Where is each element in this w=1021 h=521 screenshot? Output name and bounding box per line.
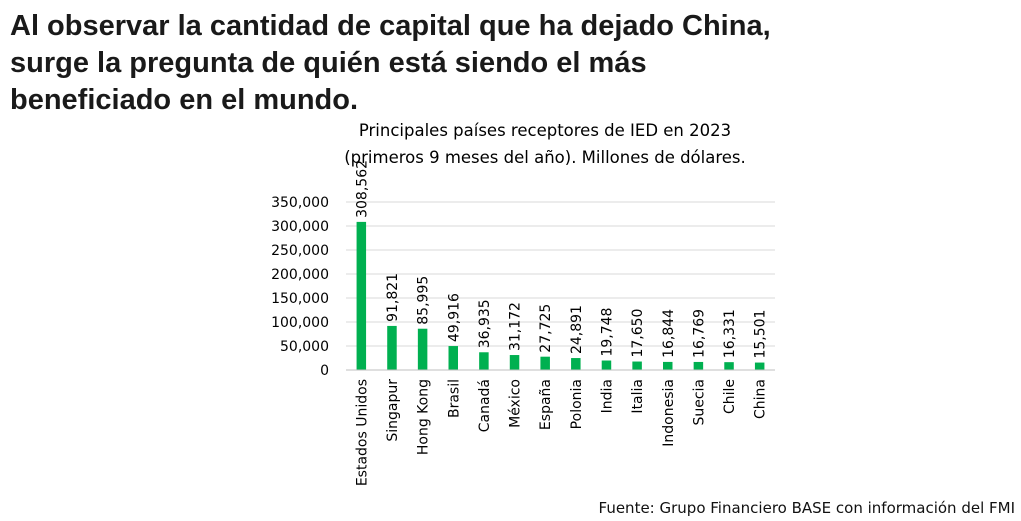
value-labels: 308,562 91,821 85,995 49,916 36,935 31,172 27,… bbox=[354, 160, 768, 359]
y-tick-label: 250,000 bbox=[271, 243, 329, 259]
bars bbox=[356, 221, 765, 370]
category-label: España bbox=[538, 379, 554, 430]
bar bbox=[601, 360, 612, 370]
y-tick-label: 350,000 bbox=[271, 195, 329, 211]
category-label: India bbox=[599, 379, 615, 413]
bar bbox=[571, 358, 581, 370]
category-label: Indonesia bbox=[661, 379, 677, 447]
value-label: 91,821 bbox=[385, 273, 401, 322]
bar bbox=[663, 361, 673, 370]
category-label: China bbox=[753, 379, 769, 419]
source-note: Fuente: Grupo Financiero BASE con inform… bbox=[598, 499, 1015, 517]
bar bbox=[632, 361, 642, 370]
category-label: Singapur bbox=[385, 379, 401, 442]
category-label: Italia bbox=[630, 379, 646, 414]
value-label: 15,501 bbox=[753, 310, 769, 359]
category-label: Chile bbox=[722, 379, 738, 414]
bar bbox=[479, 352, 489, 370]
bar bbox=[754, 362, 765, 370]
y-tick-label: 200,000 bbox=[271, 267, 329, 283]
y-tick-label: 0 bbox=[320, 363, 329, 379]
category-label: Suecia bbox=[691, 379, 707, 426]
value-label: 36,935 bbox=[477, 299, 493, 348]
value-label: 16,331 bbox=[722, 309, 738, 358]
value-label: 27,725 bbox=[538, 304, 554, 353]
y-tick-label: 100,000 bbox=[271, 315, 329, 331]
category-label: Estados Unidos bbox=[354, 379, 370, 486]
bar bbox=[387, 325, 397, 370]
headline-line-3: beneficiado en el mundo. bbox=[10, 84, 359, 116]
bar bbox=[540, 356, 550, 370]
y-tick-label: 50,000 bbox=[280, 339, 329, 355]
value-label: 49,916 bbox=[446, 293, 462, 342]
category-label: México bbox=[508, 379, 524, 428]
headline-line-1: Al observar la cantidad de capital que h… bbox=[10, 10, 771, 42]
headline: Al observar la cantidad de capital que h… bbox=[10, 8, 830, 119]
bar bbox=[448, 346, 458, 370]
value-label: 31,172 bbox=[508, 302, 524, 351]
value-label: 24,891 bbox=[569, 305, 585, 354]
value-label: 19,748 bbox=[599, 308, 615, 357]
y-tick-label: 150,000 bbox=[271, 291, 329, 307]
category-label: Polonia bbox=[569, 379, 585, 429]
bar bbox=[417, 328, 428, 370]
y-axis-ticks: 0 50,000 100,000 150,000 200,000 250,000 300,0… bbox=[271, 195, 329, 379]
bar bbox=[509, 355, 520, 370]
category-labels: Estados Unidos Singapur Hong Kong Brasil Can… bbox=[354, 379, 768, 486]
chart-title-line-1: Principales países receptores de IED en … bbox=[359, 121, 731, 140]
value-label: 17,650 bbox=[630, 309, 646, 358]
value-label: 85,995 bbox=[416, 276, 432, 325]
bar bbox=[356, 221, 367, 370]
value-label: 16,844 bbox=[661, 309, 677, 358]
value-label: 16,769 bbox=[691, 309, 707, 358]
headline-line-2: surge la pregunta de quién está siendo e… bbox=[10, 47, 647, 79]
chart-title-line-2: (primeros 9 meses del año). Millones de … bbox=[344, 148, 746, 167]
category-label: Brasil bbox=[446, 379, 462, 418]
bar bbox=[693, 361, 704, 370]
value-label: 308,562 bbox=[354, 160, 370, 218]
y-tick-label: 300,000 bbox=[271, 219, 329, 235]
gridlines bbox=[346, 201, 775, 347]
bar bbox=[724, 362, 734, 370]
category-label: Canadá bbox=[477, 379, 493, 432]
category-label: Hong Kong bbox=[416, 379, 432, 455]
